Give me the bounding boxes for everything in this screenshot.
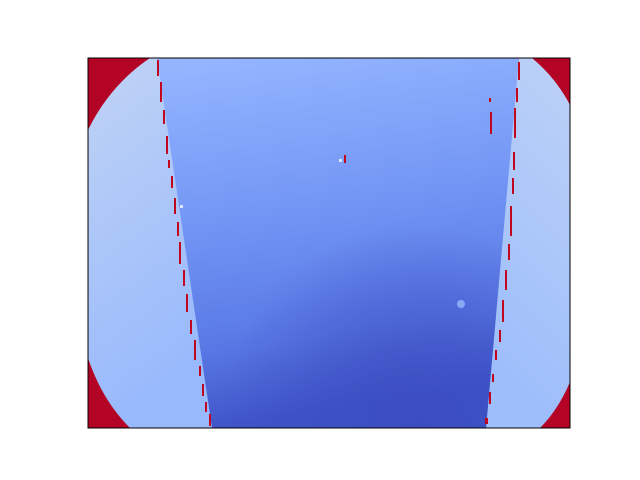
corner-mask-top-left xyxy=(88,58,150,130)
central-channel-deep-shading xyxy=(157,58,519,428)
corner-mask-bottom-left xyxy=(88,358,130,428)
left-edge-artifacts xyxy=(157,60,211,426)
corner-mask-bottom-right xyxy=(540,382,570,428)
right-side-region xyxy=(486,58,570,428)
left-side-region xyxy=(88,58,212,428)
interior-specks xyxy=(180,155,465,308)
corner-mask-top-right xyxy=(532,58,570,105)
axes-frame xyxy=(87,57,571,429)
plot-area xyxy=(88,58,570,428)
right-edge-artifacts xyxy=(485,62,520,424)
